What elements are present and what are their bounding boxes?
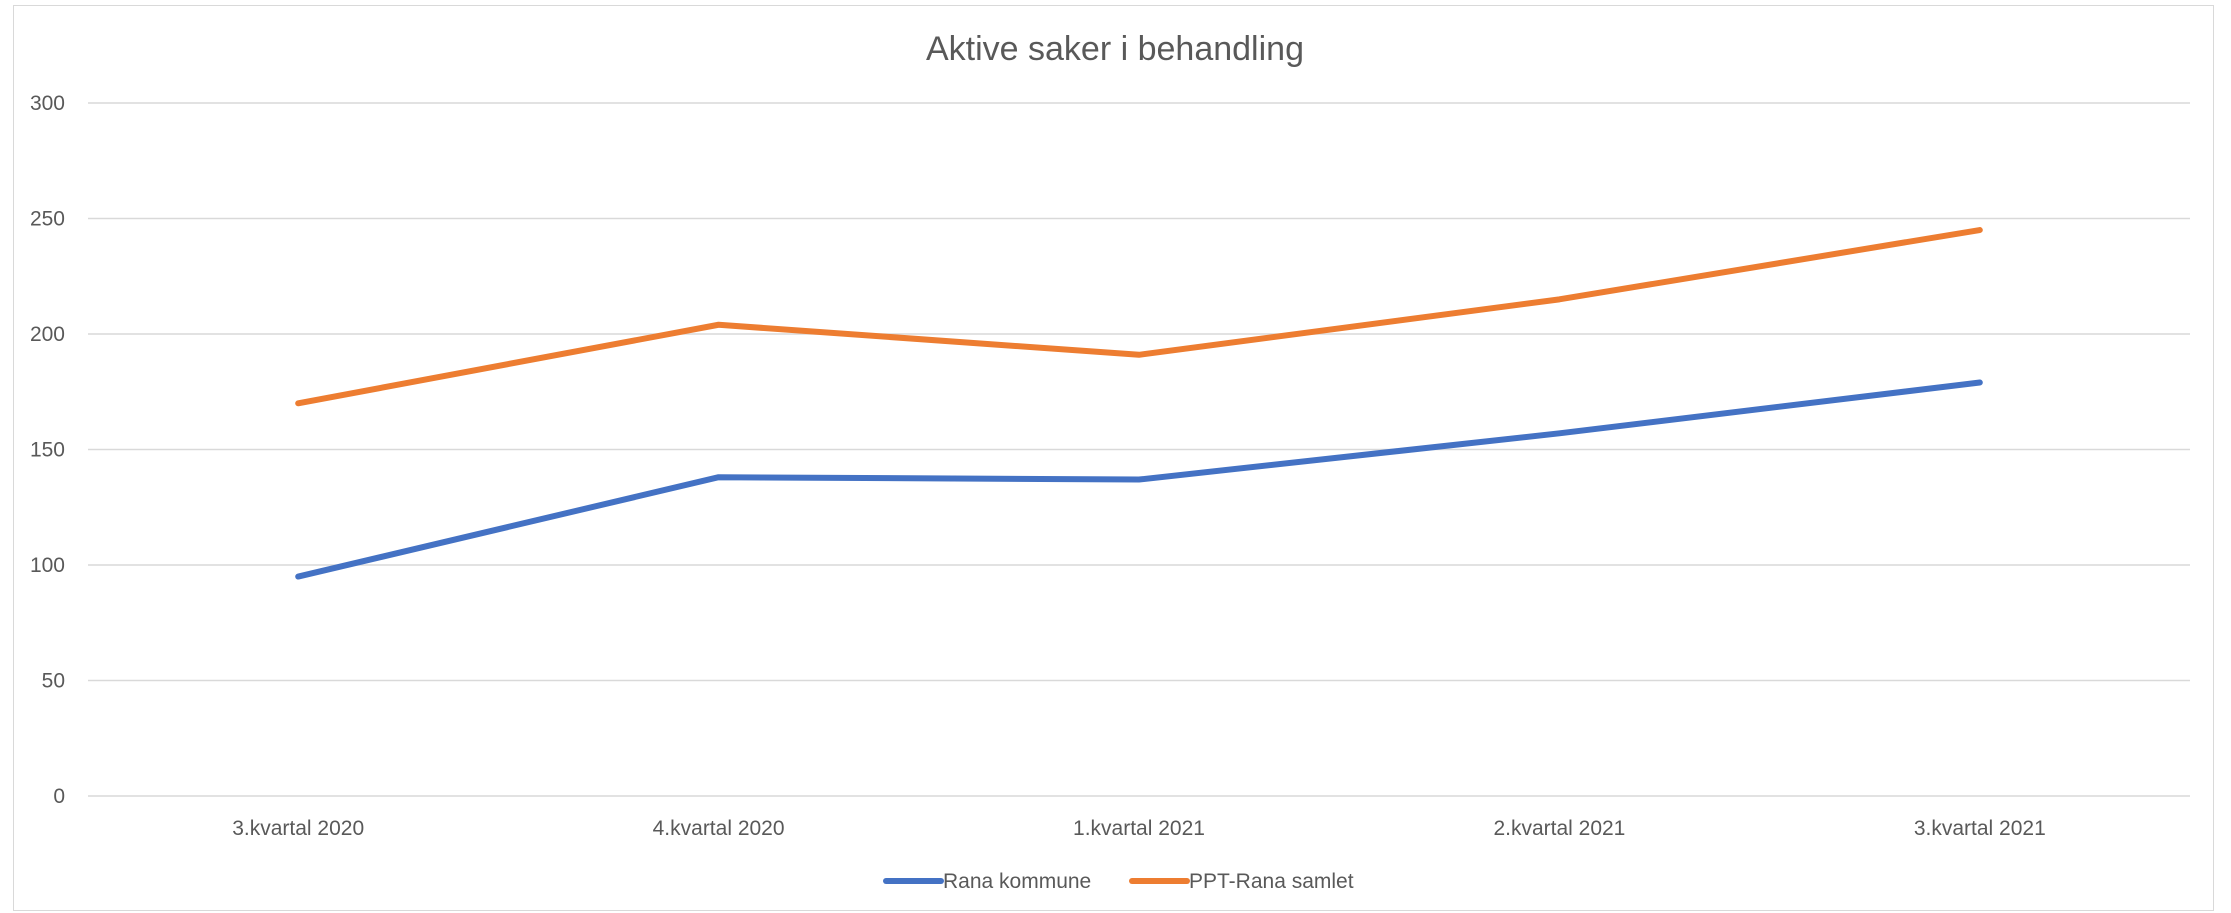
y-tick-label: 50 [42,670,65,693]
x-tick-label: 2.kvartal 2021 [1493,817,1625,840]
x-tick-label: 4.kvartal 2020 [653,817,785,840]
y-axis-ticks: 0 50 100 150 200 250 300 [30,92,65,808]
y-tick-label: 300 [30,92,65,115]
x-tick-label: 3.kvartal 2021 [1914,817,2046,840]
y-tick-label: 150 [30,439,65,462]
y-tick-label: 250 [30,208,65,231]
y-tick-label: 200 [30,323,65,346]
gridlines [88,102,2190,797]
chart-frame [13,5,2214,911]
series-lines [295,227,1983,580]
x-tick-label: 1.kvartal 2021 [1073,817,1205,840]
x-tick-label: 3.kvartal 2020 [232,817,364,840]
y-tick-label: 0 [53,785,65,808]
x-axis-ticks: 3.kvartal 2020 4.kvartal 2020 1.kvartal 20… [232,817,2046,840]
legend-label: PPT-Rana samlet [1189,870,1354,893]
chart-title: Aktive saker i behandling [926,30,1304,68]
series-line-1 [295,227,1983,407]
legend-label: Rana kommune [943,870,1091,893]
y-tick-label: 100 [30,554,65,577]
legend: Rana kommune PPT-Rana samlet [883,870,1354,893]
